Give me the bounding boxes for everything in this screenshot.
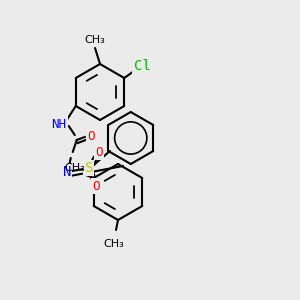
Text: O: O xyxy=(92,179,100,193)
Text: S: S xyxy=(85,161,93,175)
Text: CH₃: CH₃ xyxy=(103,239,124,249)
Text: O: O xyxy=(87,130,94,142)
Text: CH₃: CH₃ xyxy=(64,163,85,173)
Text: CH₃: CH₃ xyxy=(85,35,105,45)
Text: O: O xyxy=(95,146,103,158)
Text: NH: NH xyxy=(51,118,66,130)
Text: Cl: Cl xyxy=(134,59,151,73)
Text: N: N xyxy=(63,165,71,179)
